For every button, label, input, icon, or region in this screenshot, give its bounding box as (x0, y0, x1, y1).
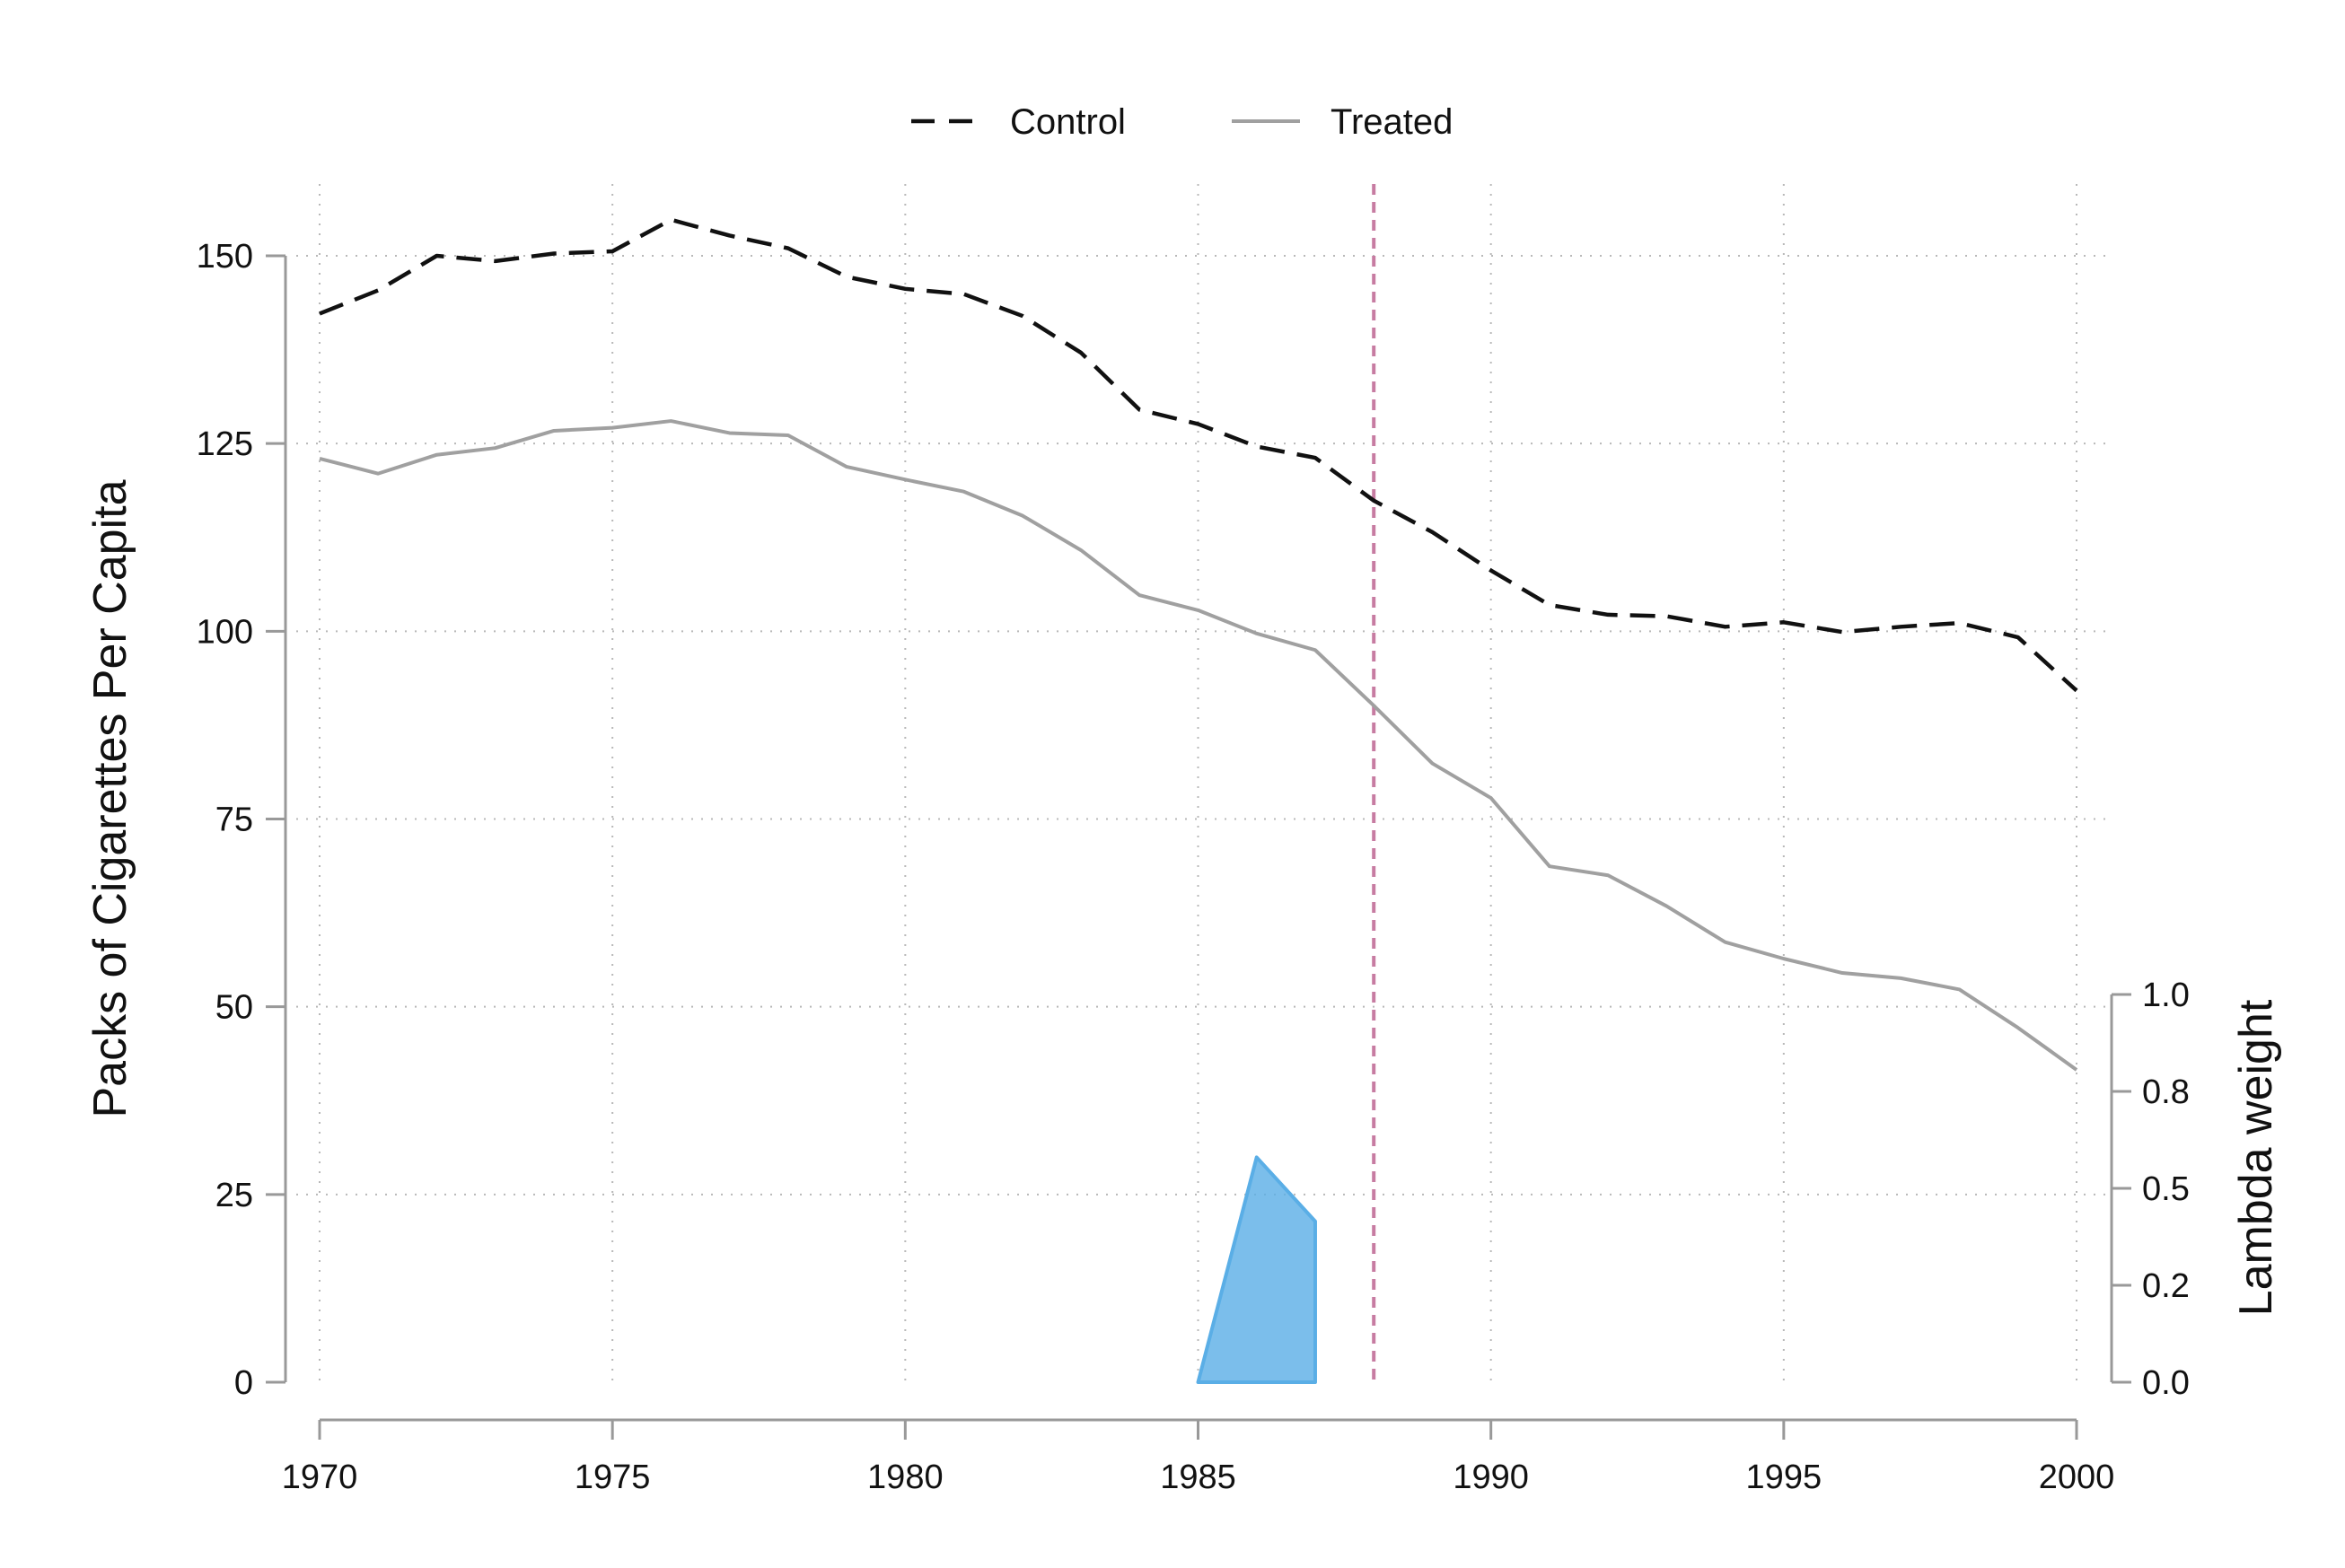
x-tick-label: 1985 (1160, 1459, 1236, 1496)
y2-axis-title: Lambda weight (2230, 999, 2282, 1316)
series-line-control (319, 217, 2078, 693)
y-tick-label: 100 (197, 613, 253, 651)
y-tick-label: 150 (197, 238, 253, 276)
y2-tick-label: 1.0 (2142, 977, 2190, 1014)
y-axis-title: Packs of Cigarettes Per Capita (84, 479, 136, 1117)
legend-label-control: Control (1010, 102, 1126, 142)
axis-layer: 0 25 50 75 100 125 150 1970 1975 1980 1985 1990 1995… (197, 238, 2190, 1496)
x-tick-label: 1975 (575, 1459, 651, 1496)
x-tick-label: 1995 (1746, 1459, 1822, 1496)
legend-label-treated: Treated (1331, 102, 1453, 142)
x-tick-label: 1970 (282, 1459, 358, 1496)
y-tick-label: 25 (215, 1177, 253, 1214)
series-layer (319, 217, 2078, 1072)
legend: Control Treated (911, 102, 1453, 142)
x-tick-label: 1980 (867, 1459, 944, 1496)
y-tick-label: 50 (215, 989, 253, 1027)
y-tick-label: 0 (234, 1364, 253, 1402)
series-line-treated (319, 419, 2078, 1072)
grid-layer (296, 184, 2105, 1382)
x-tick-label: 2000 (2039, 1459, 2115, 1496)
x-tick-label: 1990 (1453, 1459, 1529, 1496)
lambda-weight-area (1196, 1155, 1317, 1384)
lambda-area-layer (1196, 1155, 1317, 1384)
y2-tick-label: 0.0 (2142, 1364, 2190, 1402)
y2-tick-label: 0.5 (2142, 1170, 2190, 1208)
y2-tick-label: 0.2 (2142, 1267, 2190, 1305)
y-tick-label: 125 (197, 425, 253, 463)
y-tick-label: 75 (215, 802, 253, 839)
y2-tick-label: 0.8 (2142, 1073, 2190, 1111)
